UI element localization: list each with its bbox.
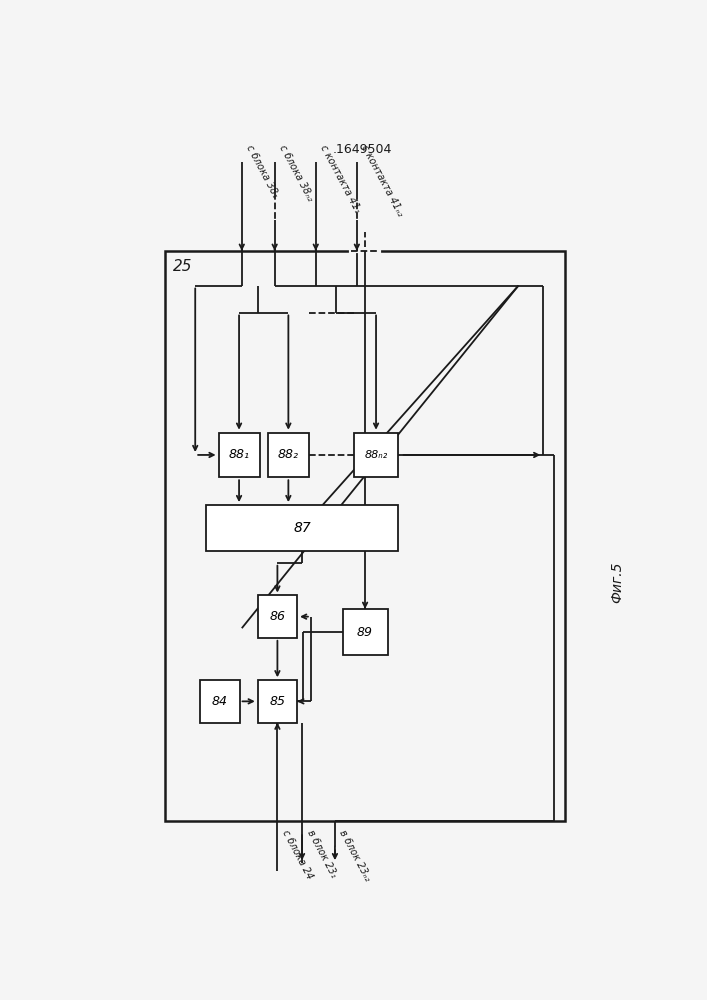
Bar — [268, 433, 309, 477]
Text: в блок 23₁: в блок 23₁ — [305, 828, 338, 879]
Text: в блок 23ₙ₂: в блок 23ₙ₂ — [338, 828, 373, 883]
Text: 25: 25 — [173, 259, 193, 274]
Text: 84: 84 — [212, 695, 228, 708]
Bar — [343, 609, 387, 655]
Text: с контакта 41ₙ₂: с контакта 41ₙ₂ — [360, 143, 406, 218]
Text: с контакта 41₁: с контакта 41₁ — [319, 143, 363, 214]
Text: 89: 89 — [357, 626, 373, 639]
Text: 87: 87 — [293, 521, 311, 535]
Bar — [165, 251, 565, 821]
Bar — [354, 433, 398, 477]
Text: 86: 86 — [269, 610, 286, 623]
Text: Фиг.5: Фиг.5 — [610, 561, 624, 603]
Text: с блока 24: с блока 24 — [280, 828, 315, 881]
Bar — [200, 680, 240, 723]
Bar — [257, 680, 297, 723]
Bar — [257, 595, 297, 638]
Text: 88₂: 88₂ — [278, 448, 299, 461]
Text: 88ₙ₂: 88ₙ₂ — [364, 450, 387, 460]
Text: 85: 85 — [269, 695, 286, 708]
Bar — [206, 505, 398, 551]
Text: с блока 38₁: с блока 38₁ — [245, 143, 281, 199]
Text: .1649504: .1649504 — [333, 143, 392, 156]
Text: с блока 38ₙ₂: с блока 38ₙ₂ — [277, 143, 315, 203]
Bar — [218, 433, 259, 477]
Text: 88₁: 88₁ — [228, 448, 250, 461]
